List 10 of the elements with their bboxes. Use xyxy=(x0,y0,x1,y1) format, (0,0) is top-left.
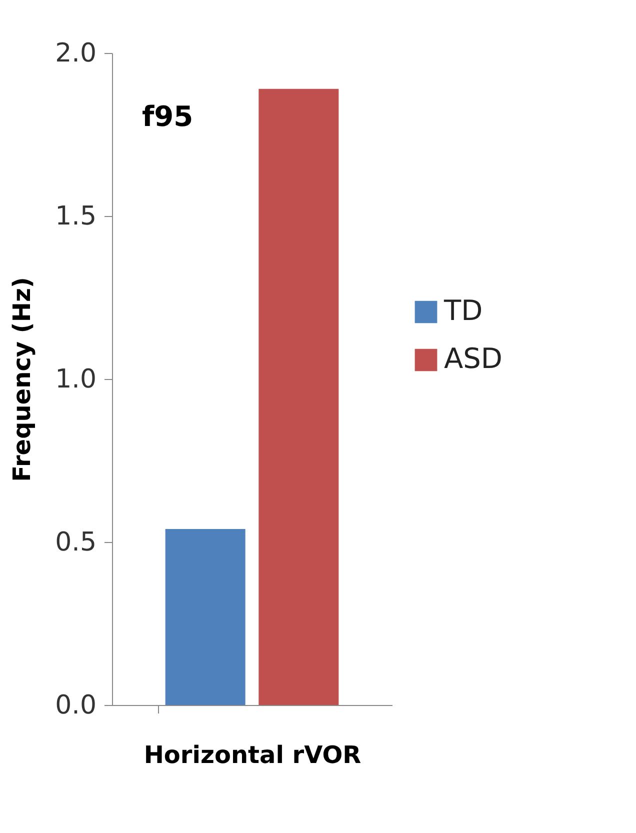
y-tick-label: 0.0 xyxy=(55,690,96,720)
y-tick-label: 1.0 xyxy=(55,364,96,394)
y-tick-label: 2.0 xyxy=(55,38,96,68)
legend-label: TD xyxy=(443,294,483,327)
y-tick-label: 1.5 xyxy=(55,202,96,232)
annotation: f95 xyxy=(142,100,194,133)
x-axis-title: Horizontal rVOR xyxy=(144,741,362,769)
y-tick-label: 0.5 xyxy=(55,528,96,558)
legend-label: ASD xyxy=(444,342,502,375)
y-axis-title: Frequency (Hz) xyxy=(8,277,36,482)
